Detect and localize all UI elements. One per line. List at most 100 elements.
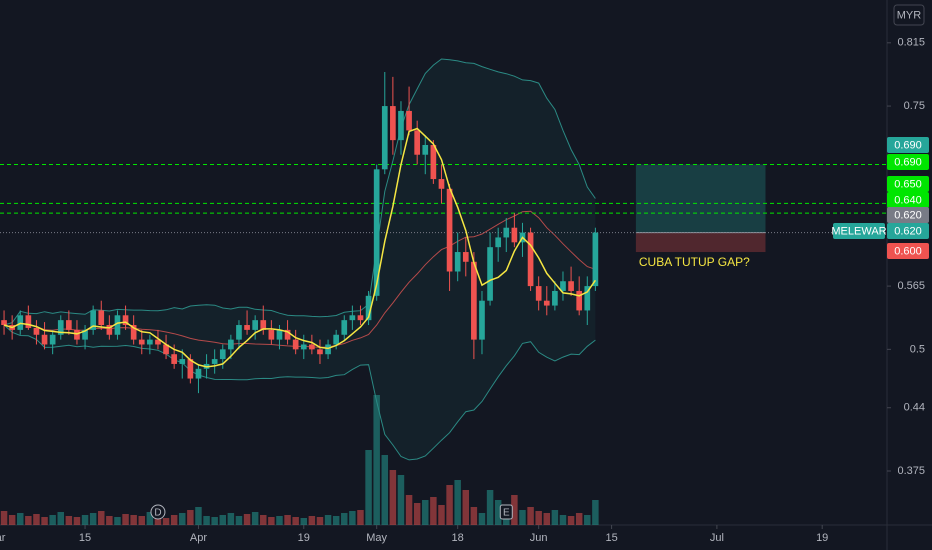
candle-body [179, 359, 186, 364]
volume-bar [73, 517, 81, 525]
volume-bar [365, 450, 372, 525]
candle-body [511, 227, 518, 243]
moving-average [3, 127, 597, 368]
y-tick-label: 0.815 [897, 37, 925, 49]
candle-body [66, 320, 72, 330]
candle-body [171, 354, 177, 364]
volume-bar [349, 511, 356, 525]
candle-body [114, 315, 121, 335]
volume-bar [243, 514, 251, 525]
y-tick-label: 0.375 [897, 465, 925, 477]
price-tag-label: 0.690 [894, 139, 922, 151]
volume-bar [154, 517, 162, 525]
volume-bar [397, 475, 405, 525]
candle-body [462, 252, 469, 262]
volume-bar [454, 480, 461, 525]
candle-body [576, 290, 583, 311]
candle-body [495, 237, 502, 248]
annotation: CUBA TUTUP GAP? [639, 255, 750, 269]
x-tick-label: 15 [605, 532, 617, 544]
candle-body [49, 334, 56, 345]
candle-body [446, 188, 453, 272]
y-tick-label: 0.75 [904, 100, 925, 112]
candle-body [398, 110, 404, 141]
x-tick-label: 19 [816, 532, 828, 544]
x-tick-label: Apr [190, 532, 207, 544]
volume-bar [446, 485, 453, 525]
volume-bar [49, 515, 56, 525]
candle-body [122, 315, 129, 326]
volume-bar [195, 507, 202, 525]
volume-bar [211, 517, 218, 525]
volume-bar [41, 517, 48, 525]
candle-body [341, 320, 348, 335]
candle-body [349, 315, 356, 321]
volume-bar [381, 455, 389, 525]
volume-bar [138, 516, 145, 525]
candle-body [195, 368, 202, 379]
price-tag-label: 0.600 [894, 245, 922, 257]
candle-body [430, 144, 437, 180]
candle-body [106, 325, 113, 335]
candle-body [244, 325, 250, 330]
volume-bar [57, 512, 64, 525]
candle-body [503, 227, 510, 238]
price-tag [887, 137, 929, 153]
bollinger-fill [4, 59, 596, 460]
price-tag-label: 0.690 [894, 156, 922, 168]
bollinger-upper [3, 58, 596, 326]
currency-box[interactable] [893, 4, 925, 26]
volume-bar [559, 515, 567, 525]
volume-bar [300, 518, 308, 525]
event-marker [150, 504, 166, 520]
candle-body [487, 247, 493, 301]
candle-body [25, 315, 32, 328]
volume-bar [438, 505, 445, 525]
volume-bar [235, 516, 243, 525]
symbol-tag-label: MELEWAR [831, 225, 886, 237]
bollinger-basis [3, 210, 596, 348]
volume-bar [98, 511, 105, 525]
candle-body [309, 344, 315, 350]
y-tick-label: 0.565 [897, 280, 925, 292]
volume-bar [535, 511, 542, 525]
candle-body [325, 344, 331, 355]
candle-body [284, 329, 291, 340]
volume-bar [227, 513, 235, 525]
volume-bar [187, 510, 194, 525]
candle-body [74, 329, 80, 340]
candle-body [373, 169, 380, 296]
volume-bar [389, 470, 397, 525]
candle-body [300, 344, 307, 350]
candle-body [357, 315, 364, 321]
y-tick-label: 0.5 [910, 343, 925, 355]
x-tick-label: Mar [0, 532, 6, 544]
price-tag [887, 223, 929, 239]
volume-bar [179, 513, 186, 525]
candle-body [82, 329, 88, 340]
candle-body [471, 261, 477, 340]
target-zone [635, 164, 766, 233]
volume-bar [268, 517, 275, 525]
volume-bar [260, 515, 267, 525]
candle-body [130, 325, 137, 340]
candle-body [552, 290, 558, 306]
candle-body [568, 281, 574, 291]
x-tick-label: May [366, 532, 387, 544]
price-tag-label: 0.650 [894, 178, 922, 190]
candle-body [592, 232, 599, 287]
event-marker [499, 504, 513, 520]
x-tick-label: Jul [710, 532, 724, 544]
candle-body [406, 110, 412, 131]
price-tag-label: 0.640 [894, 194, 922, 206]
volume-bar [162, 518, 170, 525]
y-tick-label: 0.44 [904, 402, 925, 414]
volume-bar [486, 490, 494, 525]
volume-bar [357, 510, 364, 525]
volume-bar [413, 503, 421, 525]
volume-bar [130, 515, 137, 525]
volume-bar [65, 516, 73, 525]
volume-bar [478, 513, 486, 525]
candle-body [41, 334, 48, 345]
